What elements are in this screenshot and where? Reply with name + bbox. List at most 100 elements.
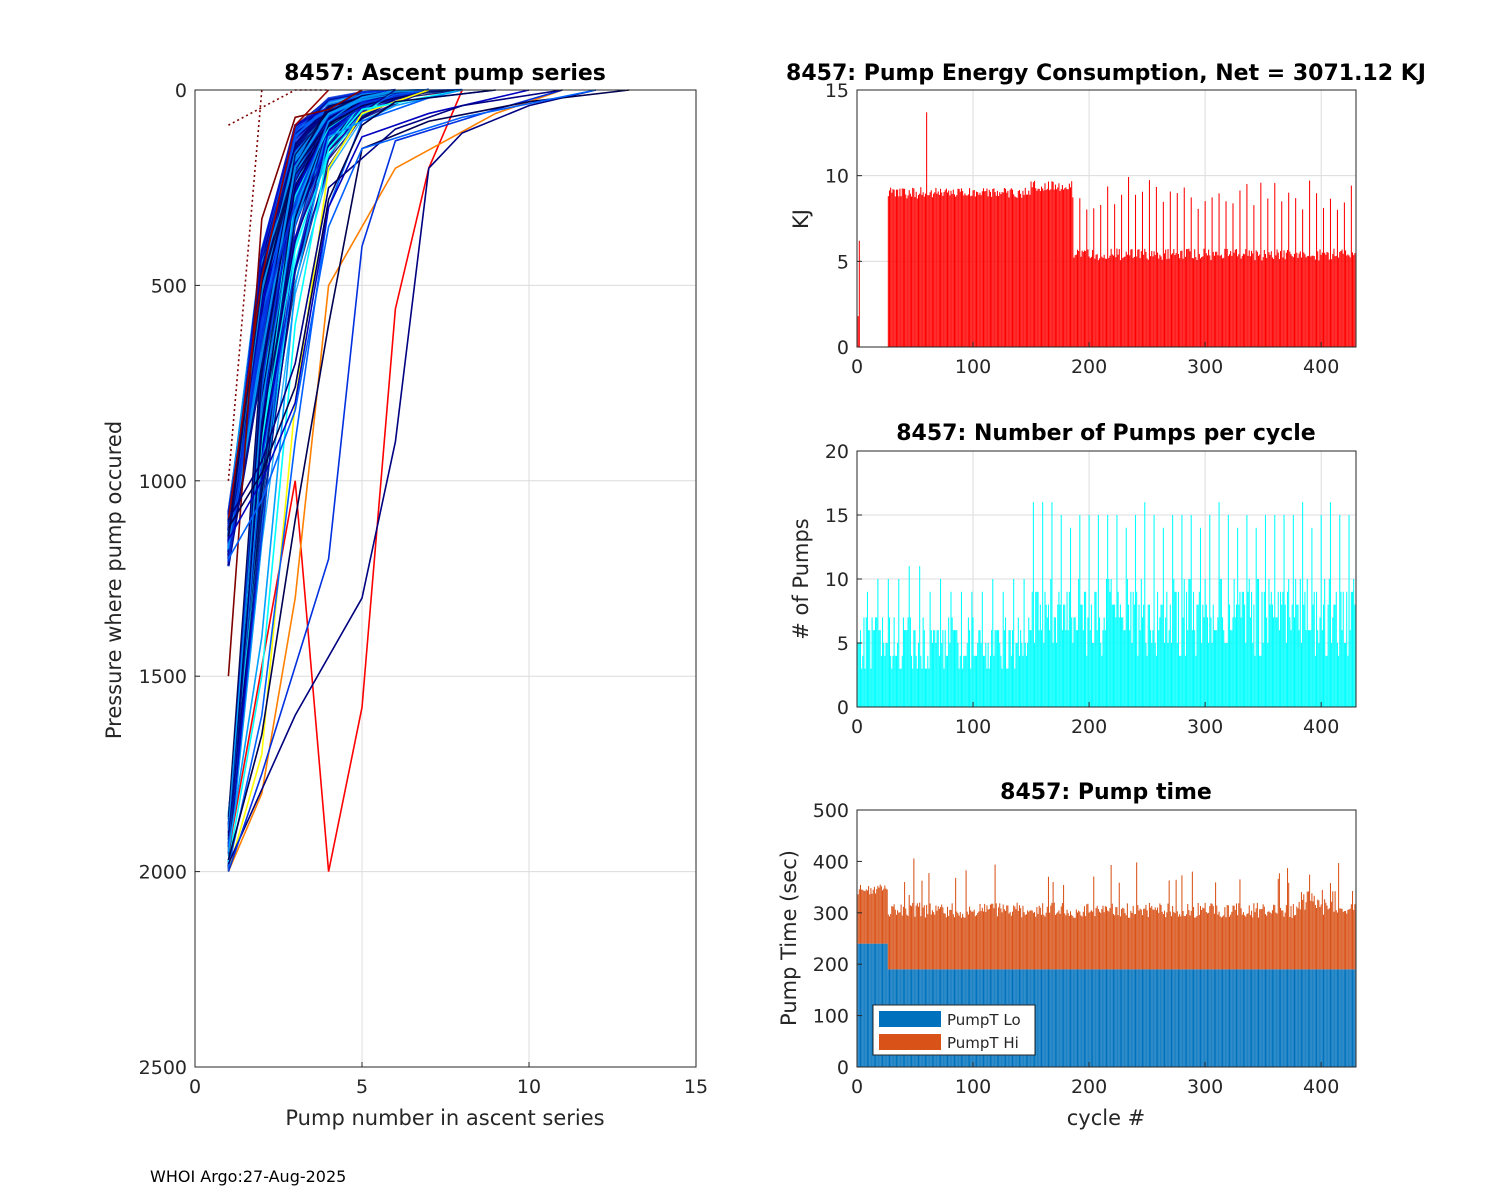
pumps-bar xyxy=(857,643,859,707)
energy-bar xyxy=(1345,250,1347,347)
energy-bar xyxy=(977,192,979,347)
pumps-bar xyxy=(1044,591,1046,707)
pumptime-bar-hi xyxy=(931,910,933,970)
pumps-bar xyxy=(1118,617,1120,707)
pumps-bar xyxy=(877,579,879,707)
pumptime-bar-lo xyxy=(1295,969,1297,1067)
pumps-bar xyxy=(1298,630,1300,707)
pumptime-bar-lo xyxy=(1111,969,1113,1067)
pumptime-bar-lo xyxy=(1082,969,1084,1067)
energy-bar xyxy=(1049,190,1051,347)
pumps-bar xyxy=(1238,604,1240,707)
pumps-bar xyxy=(1273,617,1275,707)
pumptime-bar-hi xyxy=(1092,911,1094,970)
pumps-panel: 8457: Number of Pumps per cycle # of Pum… xyxy=(789,421,1357,738)
pumptime-bar-hi xyxy=(1000,908,1002,970)
pumps-bar xyxy=(861,668,863,707)
pumps-bar xyxy=(893,617,895,707)
energy-bar xyxy=(1283,250,1285,347)
energy-bar xyxy=(1298,253,1300,347)
energy-bar xyxy=(1122,258,1124,347)
pumptime-bar-hi xyxy=(1059,913,1061,970)
pumps-bar xyxy=(1150,630,1152,707)
pumptime-bar-lo xyxy=(1309,969,1311,1067)
energy-bar xyxy=(909,193,911,347)
pumps-bar xyxy=(1045,604,1047,707)
energy-bar xyxy=(1322,207,1325,347)
energy-bar xyxy=(1095,254,1097,347)
pumps-bar xyxy=(1175,591,1177,707)
pumps-bar xyxy=(1096,630,1098,707)
energy-bar xyxy=(923,196,925,347)
energy-bar xyxy=(1186,249,1188,347)
ascent-series-deep-h xyxy=(227,89,630,861)
pumps-bar xyxy=(1155,655,1157,707)
pumptime-bar-hi xyxy=(1137,905,1139,970)
pumps-bar xyxy=(1314,655,1316,707)
pumptime-bar-hi xyxy=(1333,911,1335,970)
pumps-bar xyxy=(923,630,925,707)
pumps-bar xyxy=(1046,617,1048,707)
energy-bar xyxy=(1031,187,1033,347)
pumptime-bar-hi xyxy=(1332,891,1334,970)
pumps-bar xyxy=(1115,617,1117,707)
pumps-bar xyxy=(1006,668,1008,707)
pumps-bar xyxy=(1332,617,1334,707)
energy-bar xyxy=(1195,257,1197,347)
legend-label: PumpT Hi xyxy=(947,1034,1019,1052)
pumptime-bar-hi xyxy=(1270,913,1272,970)
pumptime-bar-hi xyxy=(1073,917,1075,970)
energy-bar xyxy=(994,192,996,347)
pumptime-bar-lo xyxy=(1284,969,1286,1067)
energy-bar xyxy=(891,192,893,347)
pumptime-bar-lo xyxy=(1145,969,1147,1067)
pumps-bar xyxy=(979,630,981,707)
pumptime-bar-hi xyxy=(1140,909,1142,970)
pumptime-bar-lo xyxy=(1072,969,1074,1067)
energy-bar xyxy=(967,194,969,347)
pumptime-bar-hi xyxy=(1176,911,1178,970)
energy-bar xyxy=(1268,252,1270,347)
pumps-bar xyxy=(1042,502,1044,707)
pumps-bar xyxy=(1253,604,1255,707)
pumps-bar xyxy=(1145,643,1147,707)
pumps-bar xyxy=(949,643,951,707)
pumptime-bar-hi xyxy=(1161,911,1163,970)
energy-bar xyxy=(1037,188,1039,347)
pumps-bar xyxy=(940,579,942,707)
energy-bar xyxy=(1162,201,1164,347)
pumptime-bar-lo xyxy=(1329,969,1331,1067)
pumps-bar xyxy=(996,630,998,707)
ascent-series-early-dotted-1 xyxy=(227,89,263,481)
pumps-bar xyxy=(1143,604,1145,707)
pumptime-bar-hi xyxy=(859,884,862,944)
pumps-bar xyxy=(1165,617,1167,707)
pumps-bar xyxy=(1080,604,1082,707)
pumps-bar xyxy=(1160,604,1162,707)
energy-bar xyxy=(1005,188,1007,347)
energy-bar xyxy=(1203,248,1205,347)
pumps-bar xyxy=(1276,617,1278,707)
pumptime-bar-hi xyxy=(1222,916,1224,970)
pumps-bar xyxy=(871,617,873,707)
pumps-bar xyxy=(1025,655,1027,707)
energy-bar xyxy=(1148,180,1150,347)
pumps-bar xyxy=(863,617,865,707)
energy-bar xyxy=(922,192,924,347)
pumptime-bar-lo xyxy=(1095,969,1097,1067)
pumptime-bar-lo xyxy=(1167,969,1169,1067)
energy-bar xyxy=(1116,248,1118,347)
energy-bar xyxy=(927,195,929,347)
pumptime-bar-hi xyxy=(1290,906,1292,970)
pumps-bar xyxy=(912,668,914,707)
energy-bar xyxy=(1222,258,1224,347)
pumptime-bar-lo xyxy=(1174,969,1176,1067)
pumptime-ytick-label: 500 xyxy=(813,800,849,822)
pumptime-bar-lo xyxy=(1046,969,1048,1067)
pumptime-bar-hi xyxy=(1157,907,1159,970)
energy-bar xyxy=(1166,259,1168,347)
pumptime-bar-lo xyxy=(1132,969,1134,1067)
pumps-bar xyxy=(1199,527,1202,707)
pumptime-bar-hi xyxy=(1351,891,1354,970)
pumptime-bar-lo xyxy=(1035,969,1037,1067)
